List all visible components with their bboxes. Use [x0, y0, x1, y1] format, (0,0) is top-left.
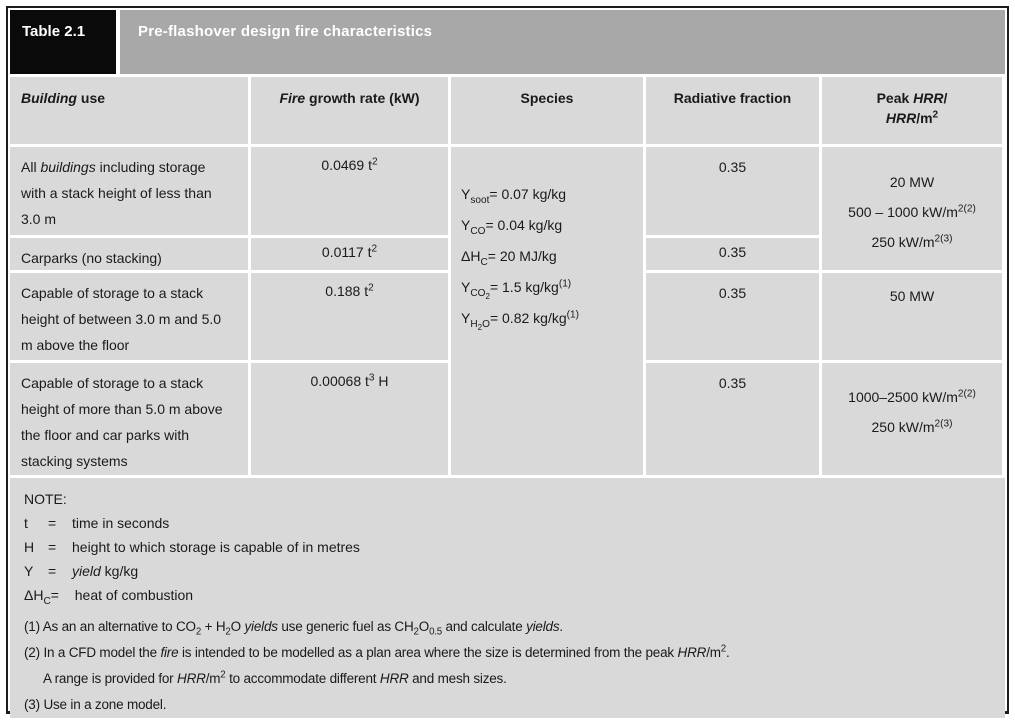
fire-growth-rate-row-4: 0.00068 t3 H: [251, 363, 448, 475]
column-header-radiative-fraction: Radiative fraction: [646, 77, 819, 144]
column-header-fire-growth-rate: Fire growth rate (kW): [251, 77, 448, 144]
building-use-row-2: Carparks (no stacking): [10, 238, 248, 270]
radiative-fraction-row-3: 0.35: [646, 273, 819, 360]
peak-hrr-value: 250 kW/m2(3): [871, 233, 953, 250]
building-use-row-4: Capable of storage to a stack height of …: [10, 363, 248, 475]
definition-equals: =: [48, 563, 57, 579]
building-use-row-3: Capable of storage to a stack height of …: [10, 273, 248, 360]
definition-h: H = height to which storage is capable o…: [24, 535, 993, 559]
table-frame: Table 2.1 Pre-flashover design fire char…: [6, 6, 1009, 718]
note-label: NOTE:: [24, 491, 67, 507]
table-title: Pre-flashover design fire characteristic…: [120, 10, 1005, 74]
definition-dhc: ΔHC = heat of combustion: [24, 583, 993, 607]
fire-growth-rate-row-1: 0.0469 t2: [251, 147, 448, 235]
species-cell: Ysoot= 0.07 kg/kg YCO= 0.04 kg/kg ΔHC= 2…: [451, 147, 643, 475]
column-header-species: Species: [451, 77, 643, 144]
radiative-fraction-row-4: 0.35: [646, 363, 819, 475]
species-line-h2o: YH2O= 0.82 kg/kg(1): [461, 309, 579, 332]
definition-symbol: ΔHC: [24, 587, 51, 607]
column-header-peak-hrr: Peak HRR/HRR/m2: [822, 77, 1002, 144]
definition-text: yield kg/kg: [72, 563, 139, 579]
building-use-row-1: All buildings including storage with a s…: [10, 147, 248, 235]
definition-text: heat of combustion: [74, 587, 194, 603]
definition-symbol: Y: [24, 563, 34, 579]
species-line-co2: YCO2= 1.5 kg/kg(1): [461, 278, 572, 301]
definition-equals: =: [48, 515, 57, 531]
peak-hrr-value: 20 MW: [889, 174, 935, 190]
table-title-bar: Table 2.1 Pre-flashover design fire char…: [10, 10, 1005, 74]
peak-hrr-row-4: 1000–2500 kW/m2(2) 250 kW/m2(3): [822, 363, 1002, 475]
footnotes: (1) As an an alternative to CO2 + H2O yi…: [24, 614, 993, 718]
radiative-fraction-row-2: 0.35: [646, 238, 819, 270]
species-line-soot: Ysoot= 0.07 kg/kg: [461, 186, 567, 206]
fire-growth-rate-row-3: 0.188 t2: [251, 273, 448, 360]
definition-y: Y = yield kg/kg: [24, 559, 993, 583]
peak-hrr-value: 250 kW/m2(3): [871, 418, 953, 435]
species-line-co: YCO= 0.04 kg/kg: [461, 217, 563, 237]
footnote-2-continued: A range is provided for HRR/m2 to accomm…: [43, 669, 507, 686]
peak-hrr-row-3: 50 MW: [822, 273, 1002, 360]
definition-equals: =: [50, 587, 59, 603]
peak-hrr-rows-1-2: 20 MW 500 – 1000 kW/m2(2) 250 kW/m2(3): [822, 147, 1002, 270]
definition-equals: =: [48, 539, 57, 555]
radiative-fraction-row-1: 0.35: [646, 147, 819, 235]
definition-symbol: H: [24, 539, 35, 555]
column-header-building-use: Building use: [10, 77, 248, 144]
species-line-dhc: ΔHC= 20 MJ/kg: [461, 248, 557, 268]
footnote-2: (2) In a CFD model the fire is intended …: [24, 643, 730, 660]
definition-text: time in seconds: [72, 515, 170, 531]
table-number-tab: Table 2.1: [10, 10, 116, 74]
peak-hrr-value: 1000–2500 kW/m2(2): [848, 388, 976, 405]
footnote-1: (1) As an an alternative to CO2 + H2O yi…: [24, 619, 563, 638]
definition-text: height to which storage is capable of in…: [72, 539, 360, 555]
peak-hrr-value: 500 – 1000 kW/m2(2): [848, 203, 976, 220]
definition-symbol: t: [24, 515, 28, 531]
fire-growth-rate-row-2: 0.0117 t2: [251, 238, 448, 270]
footnote-3: (3) Use in a zone model.: [24, 697, 167, 712]
fire-characteristics-table: Building use Fire growth rate (kW) Speci…: [10, 77, 1005, 475]
peak-hrr-value: 50 MW: [889, 288, 935, 304]
note-section: NOTE: t = time in seconds H = height to …: [10, 478, 1005, 718]
definition-t: t = time in seconds: [24, 511, 993, 535]
